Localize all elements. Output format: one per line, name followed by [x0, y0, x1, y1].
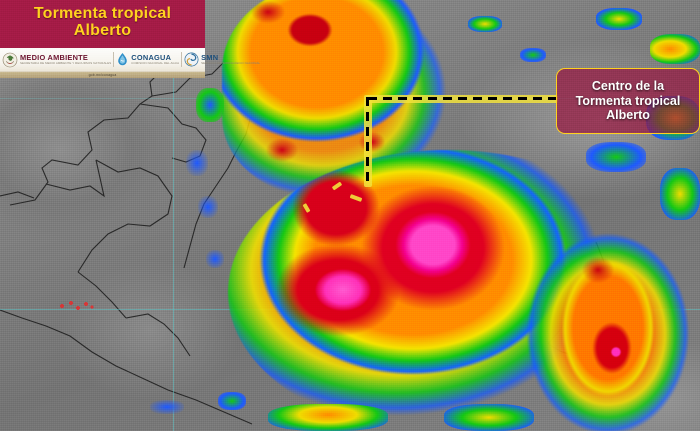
logo-bar-footer: gob.mx/conagua — [0, 72, 205, 78]
mexican-eagle-seal-icon — [2, 52, 18, 67]
callout-line-2: Tormenta tropical — [575, 93, 681, 108]
pointer-dashes-horizontal — [368, 97, 556, 100]
logo-divider — [113, 52, 115, 67]
cloud-speck — [650, 34, 700, 64]
cloud-speck — [520, 48, 546, 62]
logo-conagua-subtitle: COMISION NACIONAL DEL AGUA — [131, 61, 180, 66]
logo-smn-name: SMN — [201, 52, 219, 62]
title-banner-text: Tormenta tropical Alberto — [33, 5, 172, 40]
cloud-speck — [596, 8, 642, 30]
cloud-speck — [586, 142, 646, 172]
logo-conagua-text: CONAGUA COMISION NACIONAL DEL AGUA — [131, 52, 180, 66]
cloud-speck — [268, 404, 388, 431]
cloud-speck — [206, 250, 224, 268]
city-marker — [58, 299, 96, 312]
storm-center-callout-text: Centro de la Tormenta tropical Alberto — [576, 79, 681, 123]
logo-medio-ambiente: MEDIO AMBIENTE SECRETARIA DE MEDIO AMBIE… — [0, 48, 113, 71]
cloud-speck — [218, 392, 246, 410]
agency-logo-bar: MEDIO AMBIENTE SECRETARIA DE MEDIO AMBIE… — [0, 48, 260, 72]
conagua-drop-icon — [118, 53, 128, 66]
smn-swirl-icon — [184, 52, 199, 67]
graticule-meridian — [173, 0, 174, 431]
title-line-2: Alberto — [73, 22, 132, 39]
cloud-mass-secondary-cluster — [520, 230, 700, 431]
logo-medio-ambiente-name: MEDIO AMBIENTE — [20, 52, 89, 62]
logo-medio-ambiente-subtitle: SECRETARIA DE MEDIO AMBIENTE Y RECURSOS … — [20, 61, 112, 66]
logo-smn-text: SMN SERVICIO METEOROLOGICO NACIONAL — [201, 52, 261, 66]
logo-medio-ambiente-text: MEDIO AMBIENTE SECRETARIA DE MEDIO AMBIE… — [20, 52, 112, 66]
cloud-speck — [150, 400, 184, 414]
storm-center-callout: Centro de la Tormenta tropical Alberto — [556, 68, 700, 134]
cloud-speck — [198, 196, 218, 218]
logo-smn: SMN SERVICIO METEOROLOGICO NACIONAL — [182, 48, 262, 71]
logo-conagua: CONAGUA COMISION NACIONAL DEL AGUA — [114, 48, 181, 71]
logo-divider — [181, 52, 183, 67]
cloud-speck — [186, 150, 208, 176]
logo-footer-note: gob.mx/conagua — [88, 73, 117, 77]
callout-line-1: Centro de la — [591, 78, 665, 93]
title-line-1: Tormenta tropical — [33, 5, 172, 23]
cloud-speck — [196, 88, 224, 122]
title-banner: Tormenta tropical Alberto — [0, 0, 205, 48]
logo-conagua-name: CONAGUA — [131, 52, 172, 62]
pointer-dashes-vertical — [366, 97, 369, 186]
cloud-speck — [660, 168, 700, 220]
cloud-speck — [468, 16, 502, 32]
logo-smn-subtitle: SERVICIO METEOROLOGICO NACIONAL — [201, 61, 261, 66]
cloud-speck — [444, 404, 534, 431]
callout-line-3: Alberto — [606, 108, 650, 123]
